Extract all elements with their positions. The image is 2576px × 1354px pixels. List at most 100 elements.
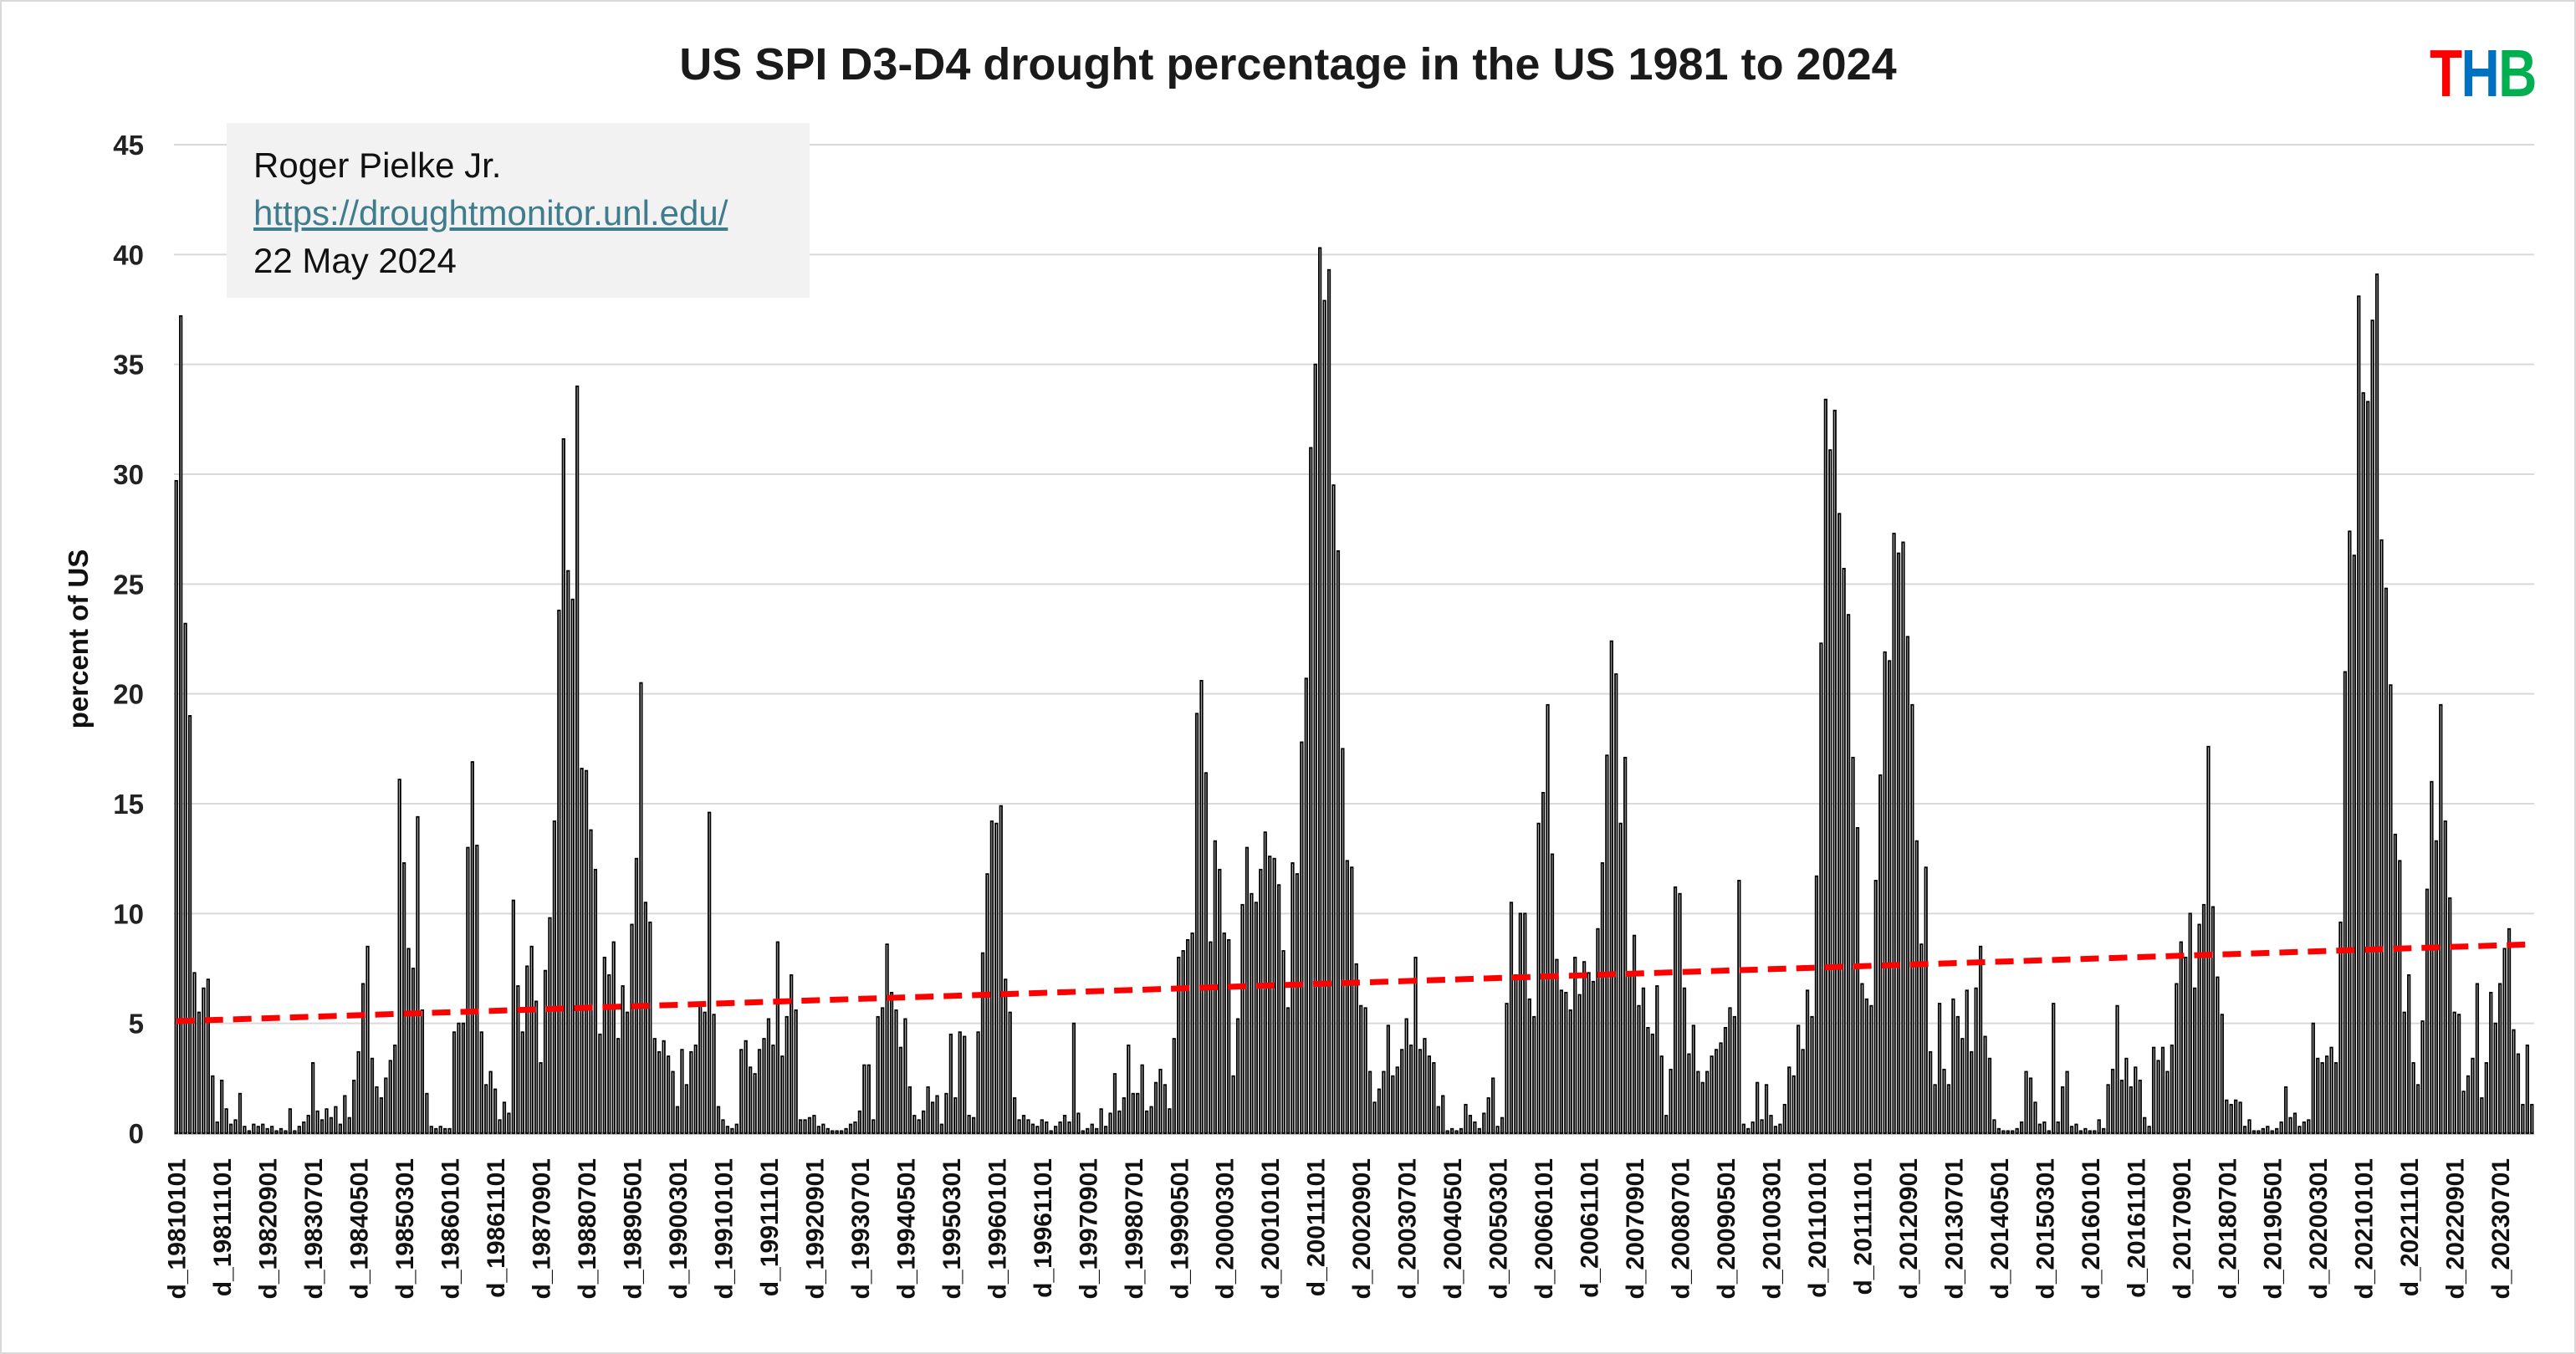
bar [1797,1024,1801,1134]
bar [1577,994,1582,1134]
bar [2379,539,2384,1134]
bar [557,609,561,1134]
bar [2110,1068,2115,1134]
bar [1523,912,1527,1134]
bar [1655,985,1659,1134]
bar [2151,1046,2156,1134]
bar [889,991,894,1134]
bar [1659,1055,1664,1134]
bar [1386,1024,1390,1134]
bar [598,1033,602,1134]
bar [511,899,515,1134]
bar [2266,1126,2270,1134]
bar [1741,1123,1745,1134]
bar [238,1092,243,1134]
bar [1609,640,1613,1134]
bar [1436,1106,1440,1134]
bar [516,985,520,1134]
x-tick-label: d_19870901 [529,1158,556,1300]
bar [1281,950,1285,1134]
bar [1705,1070,1710,1134]
bar [2234,1099,2238,1134]
x-tick-label: d_20190501 [2260,1158,2287,1300]
bar [1227,938,1231,1134]
bar [1914,840,1919,1134]
bar [2106,1084,2110,1134]
x-tick-label: d_20111101 [1849,1158,1877,1295]
bar [1099,1108,1103,1134]
bar [1441,1095,1445,1134]
bar [1527,998,1531,1134]
bar [2033,1101,2037,1134]
bar [1996,1127,2001,1134]
bar [552,820,557,1134]
bar [343,1095,347,1134]
bar [1468,1115,1473,1134]
bar [1632,934,1637,1134]
bar [575,386,580,1134]
bar [356,1050,360,1134]
bar [898,1046,903,1134]
bar [1035,1126,1040,1134]
bar [1423,1038,1427,1134]
bar [844,1127,848,1134]
y-tick-label: 5 [129,1009,144,1040]
bar [1140,1064,1144,1134]
bar [206,978,210,1134]
bar [1618,822,1623,1134]
bar [2138,1080,2142,1134]
x-tick-label: d_20230701 [2487,1158,2515,1300]
bar [939,1123,944,1134]
bar [279,1127,284,1134]
annotation-box: Roger Pielke Jr. https://droughtmonitor.… [227,123,810,298]
y-tick-label: 25 [113,569,144,600]
bar [215,1121,219,1134]
bar [1149,1106,1153,1134]
bar [1901,541,1905,1134]
bar [2498,983,2502,1134]
bar [1259,868,1263,1134]
bar [944,1092,948,1134]
bar [625,1011,630,1134]
bar [1076,1112,1081,1134]
bar [1641,987,1646,1134]
bar [1942,1068,1946,1134]
bar [401,862,406,1134]
bar [1445,1130,1449,1134]
date-text: 22 May 2024 [253,241,457,280]
bar [2398,860,2402,1134]
bar [1546,703,1550,1134]
bar [429,1126,433,1134]
bar [963,1035,967,1134]
bar [634,857,639,1134]
bar [2507,927,2512,1134]
bar [1071,1022,1076,1134]
logo-letter: T [2430,36,2462,110]
bar [666,1055,671,1134]
bar [1828,449,1832,1134]
x-tick-label: d_20020901 [1348,1158,1376,1300]
bar [1049,1130,1053,1134]
x-tick-label: d_19890501 [620,1158,647,1300]
bar [2156,1060,2160,1134]
x-tick-label: d_19960101 [984,1158,1011,1300]
bar [1495,1126,1500,1134]
bar [1194,713,1199,1134]
bar [179,314,183,1134]
bar [1427,1055,1432,1134]
bar [1040,1119,1044,1134]
bar [1587,972,1591,1134]
bar [1432,1062,1436,1134]
bar [2206,745,2211,1134]
bar [1600,862,1605,1134]
bar [1209,941,1213,1134]
bar [479,1031,483,1134]
bar [958,1031,962,1134]
bar [580,768,584,1134]
x-tick-label: d_19830701 [300,1158,328,1300]
bar [885,943,889,1134]
bar [1117,1110,1122,1134]
bar [2238,1101,2242,1134]
bar [881,1007,885,1134]
source-link[interactable]: https://droughtmonitor.unl.edu/ [253,193,728,232]
